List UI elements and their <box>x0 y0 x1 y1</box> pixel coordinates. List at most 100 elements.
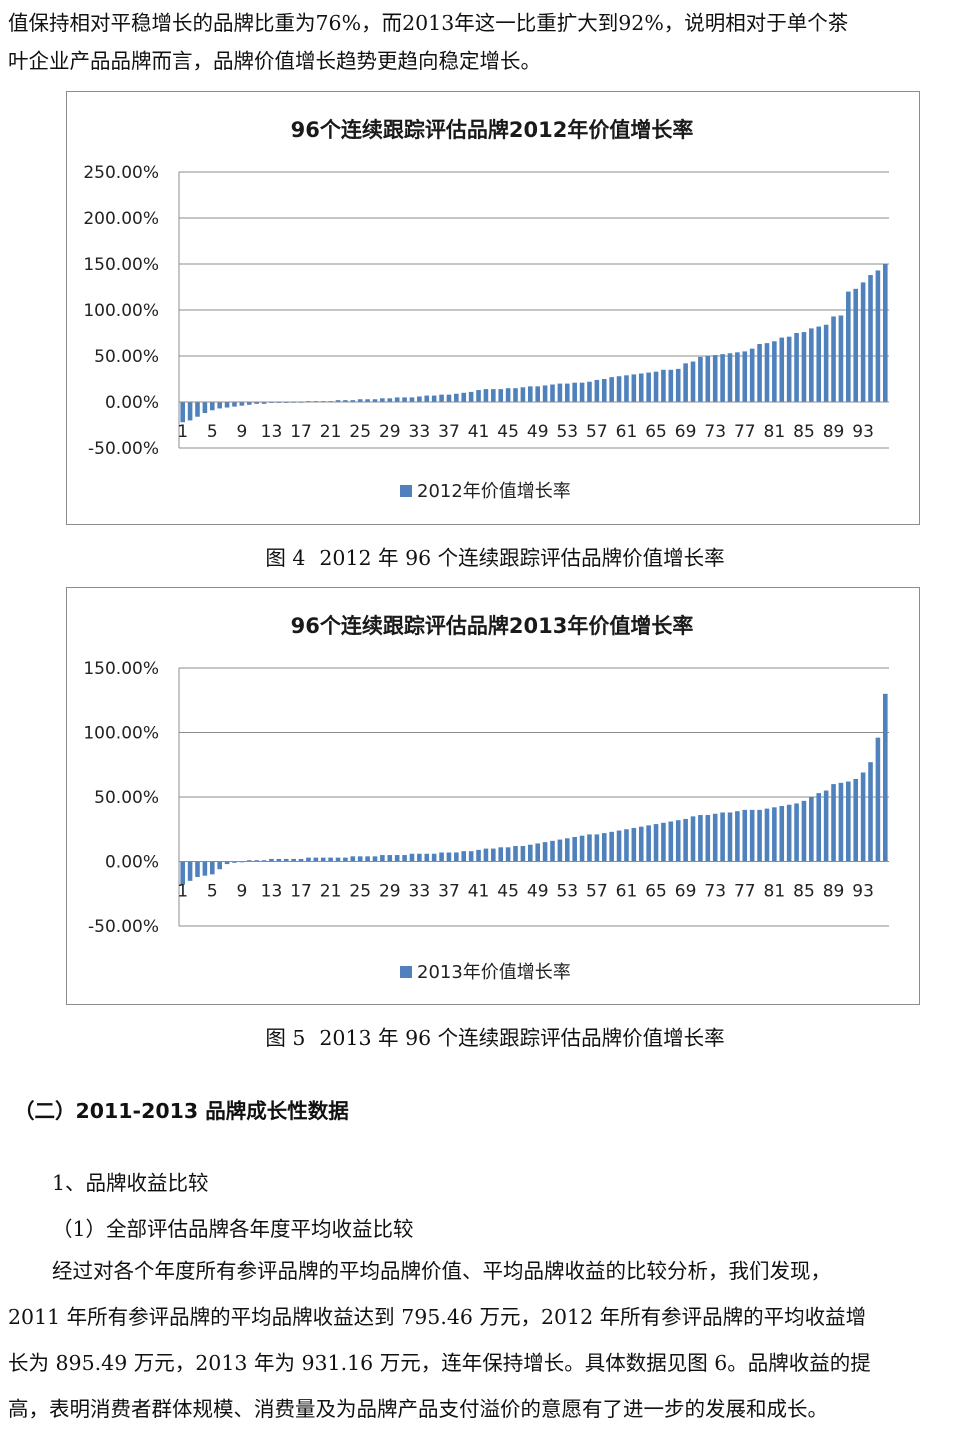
bar <box>424 395 430 402</box>
bar <box>283 858 289 862</box>
legend-label: 2013年价值增长率 <box>417 962 571 983</box>
bar <box>498 389 504 402</box>
bar <box>372 856 378 862</box>
bar <box>380 398 385 402</box>
y-tick-label: 0.00% <box>105 393 159 413</box>
bar <box>542 385 548 402</box>
x-tick-label: 41 <box>468 882 490 902</box>
y-tick-label: 50.00% <box>94 788 159 808</box>
x-tick-label: 13 <box>261 882 283 902</box>
bar <box>187 861 193 881</box>
bar <box>860 772 866 862</box>
body-line-3: 长为 895.49 万元，2013 年为 931.16 万元，连年保持增长。具体… <box>8 1351 871 1375</box>
bar <box>631 827 637 862</box>
x-tick-label: 5 <box>207 422 218 442</box>
bar <box>572 836 577 862</box>
bar <box>883 693 888 862</box>
bar <box>380 855 385 862</box>
bar <box>402 397 407 402</box>
bar <box>786 804 792 862</box>
bar <box>365 856 370 862</box>
bar <box>823 790 829 862</box>
bar <box>868 275 873 402</box>
bar <box>195 402 200 417</box>
bar <box>254 860 259 862</box>
bar <box>683 818 688 862</box>
bar <box>483 389 489 402</box>
bar <box>417 396 422 402</box>
x-tick-label: 93 <box>852 422 874 442</box>
y-tick-label: 150.00% <box>83 659 159 679</box>
bar <box>712 355 718 402</box>
bar <box>187 402 193 421</box>
bar <box>513 388 518 402</box>
bar <box>269 858 274 862</box>
bar <box>195 861 200 877</box>
bar <box>749 809 755 862</box>
bar <box>461 392 467 402</box>
bar <box>564 838 570 862</box>
bar <box>306 857 311 862</box>
bar <box>224 861 230 865</box>
x-tick-label: 65 <box>645 882 667 902</box>
bar <box>409 397 415 402</box>
bar <box>616 376 622 402</box>
legend-swatch <box>400 485 412 497</box>
bar <box>461 851 467 862</box>
bar <box>417 853 422 862</box>
bar <box>291 858 296 862</box>
bar <box>690 816 696 862</box>
bar <box>468 391 474 402</box>
bar <box>357 856 363 862</box>
bar <box>631 374 637 402</box>
bar <box>483 848 489 862</box>
y-tick-label: -50.00% <box>88 439 159 459</box>
x-tick-label: 9 <box>236 882 247 902</box>
bar <box>557 383 563 402</box>
x-tick-label: 37 <box>438 422 460 442</box>
y-tick-label: 0.00% <box>105 853 159 873</box>
x-tick-label: 9 <box>236 422 247 442</box>
x-tick-label: 69 <box>675 422 697 442</box>
x-tick-label: 85 <box>793 882 815 902</box>
body-line-1: 经过对各个年度所有参评品牌的平均品牌价值、平均品牌收益的比较分析，我们发现， <box>52 1259 831 1283</box>
bar <box>431 853 437 862</box>
bar <box>572 382 577 402</box>
bar <box>705 815 711 862</box>
chart-2013: 96个连续跟踪评估品牌2013年价值增长率 -50.00% 0.00% 50.00% 1… <box>66 587 920 1005</box>
bar <box>454 393 459 402</box>
bar <box>764 343 770 402</box>
bar <box>439 852 444 862</box>
bar <box>505 388 511 402</box>
bar <box>838 315 844 402</box>
bar <box>239 402 245 406</box>
x-tick-label: 29 <box>379 882 401 902</box>
bar <box>313 857 319 862</box>
bar <box>661 369 666 402</box>
bar <box>594 834 600 862</box>
x-tick-label: 33 <box>409 882 431 902</box>
bar <box>320 857 326 862</box>
bar <box>594 379 600 402</box>
bar <box>343 857 348 862</box>
bar <box>350 400 356 402</box>
bar <box>875 737 881 862</box>
y-tick-label: 100.00% <box>83 301 159 321</box>
bar <box>350 856 356 862</box>
x-tick-label: 61 <box>616 422 638 442</box>
x-tick-label: 53 <box>556 882 578 902</box>
intro-line-1: 值保持相对平稳增长的品牌比重为76%，而2013年这一比重扩大到92%，说明相对… <box>8 11 849 35</box>
x-tick-label: 57 <box>586 422 608 442</box>
bar <box>668 821 674 862</box>
x-tick-label: 13 <box>261 422 283 442</box>
bar <box>816 326 822 402</box>
y-tick-label: 50.00% <box>94 347 159 367</box>
y-tick-label: 100.00% <box>83 724 159 744</box>
bar <box>786 336 792 402</box>
bar <box>727 353 733 402</box>
x-tick-label: 77 <box>734 422 756 442</box>
bar <box>683 363 688 402</box>
bar <box>357 399 363 402</box>
bar <box>424 853 430 862</box>
figure-4-number: 图 4 <box>265 546 306 570</box>
